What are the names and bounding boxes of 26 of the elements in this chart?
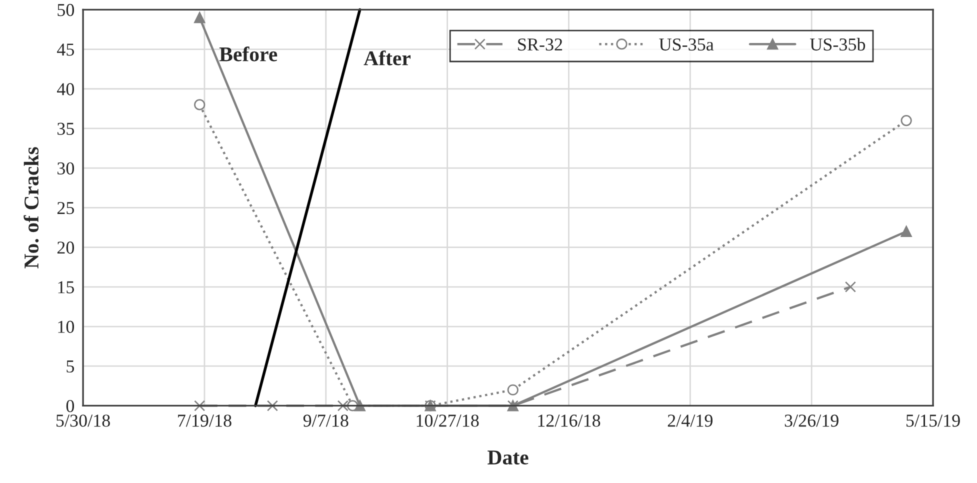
x-tick-label: 5/15/19 bbox=[906, 414, 960, 427]
x-tick-label: 12/16/18 bbox=[538, 414, 600, 427]
y-axis-title: No. of Cracks bbox=[24, 147, 39, 268]
x-axis-title: Date bbox=[488, 450, 528, 465]
y-tick-label: 25 bbox=[57, 202, 74, 214]
x-tick-label: 7/19/18 bbox=[178, 414, 232, 427]
y-tick-label: 45 bbox=[57, 44, 74, 56]
legend-label: US-35b bbox=[810, 38, 866, 51]
legend-label: SR-32 bbox=[518, 38, 562, 51]
y-tick-label: 15 bbox=[58, 281, 74, 294]
annotation: Before bbox=[219, 46, 278, 62]
y-tick-label: 0 bbox=[66, 400, 74, 412]
y-tick-label: 35 bbox=[58, 122, 74, 135]
x-tick-label: 5/30/18 bbox=[56, 414, 110, 427]
legend-label: US-35a bbox=[659, 38, 714, 51]
annotation: After bbox=[364, 50, 411, 66]
y-tick-label: 30 bbox=[58, 162, 74, 175]
y-tick-label: 20 bbox=[57, 242, 74, 254]
y-tick-label: 50 bbox=[58, 4, 74, 16]
y-tick-label: 10 bbox=[58, 320, 74, 333]
x-tick-label: 9/7/18 bbox=[303, 414, 348, 427]
y-tick-label: 5 bbox=[66, 360, 74, 373]
y-tick-label: 40 bbox=[57, 83, 74, 96]
x-tick-label: 10/27/18 bbox=[416, 414, 479, 427]
x-tick-label: 2/4/19 bbox=[668, 414, 713, 427]
x-tick-label: 3/26/19 bbox=[784, 414, 838, 427]
